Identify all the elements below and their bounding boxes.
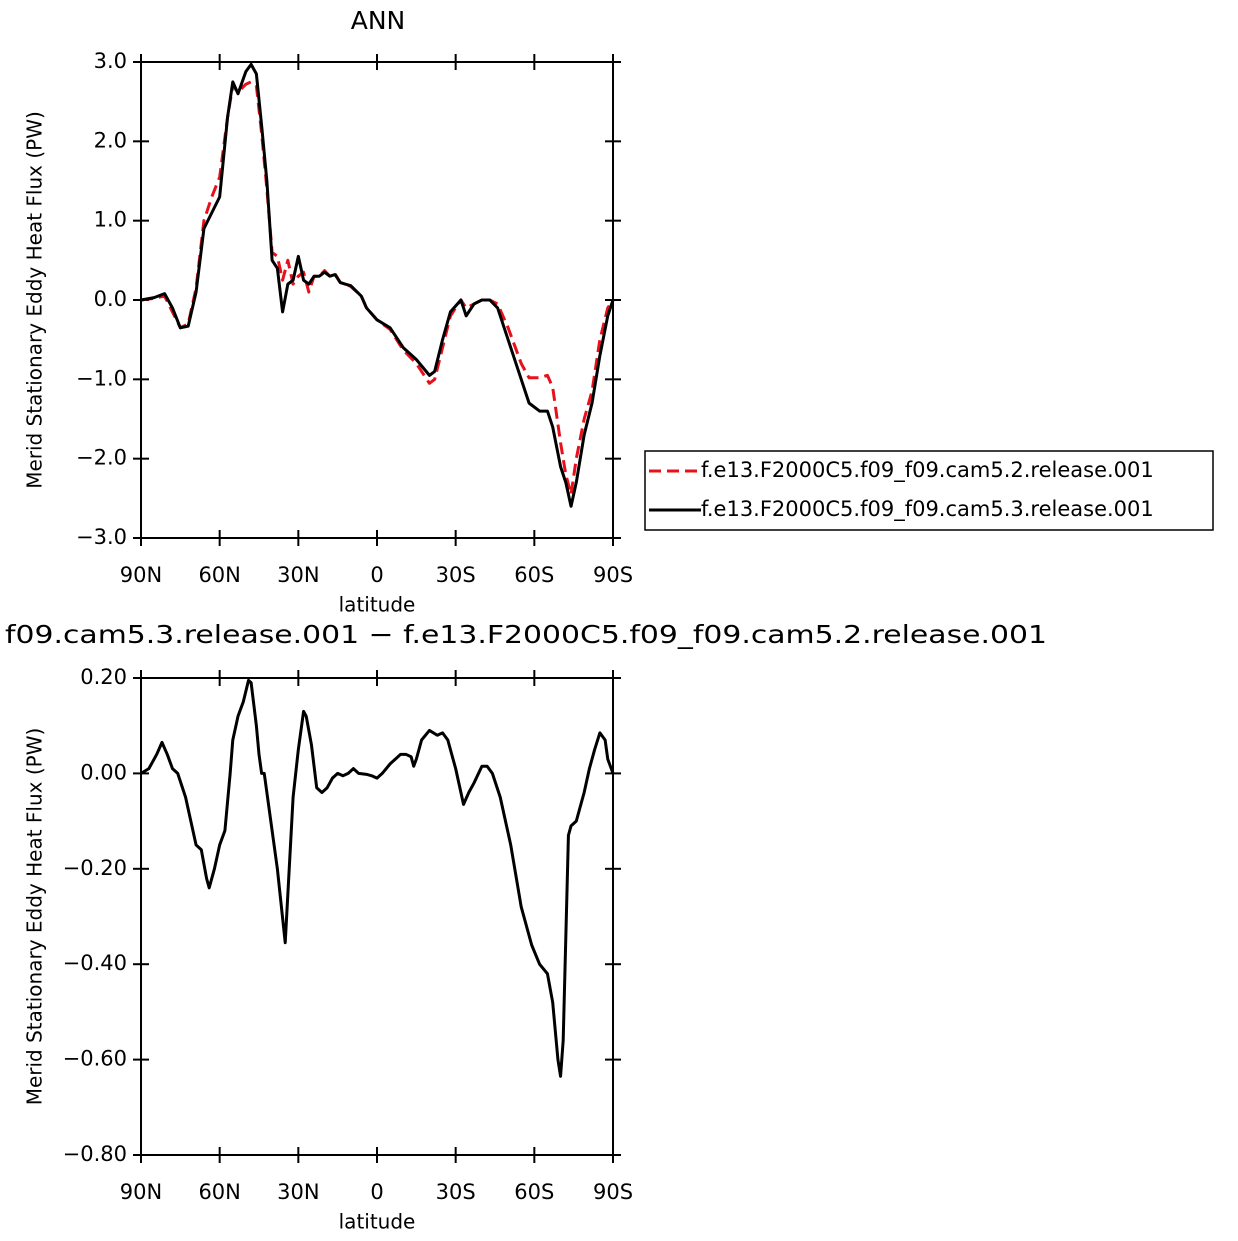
y-tick-label: −2.0 bbox=[76, 446, 127, 470]
x-tick-label: 90S bbox=[593, 563, 633, 587]
y-tick-label: −0.60 bbox=[63, 1047, 127, 1071]
chart-title: ANN bbox=[351, 6, 406, 35]
y-tick-label: −0.20 bbox=[63, 856, 127, 880]
legend-label: f.e13.F2000C5.f09_f09.cam5.2.release.001 bbox=[701, 458, 1154, 483]
y-tick-label: −0.80 bbox=[63, 1142, 127, 1166]
y-tick-label: 0.0 bbox=[94, 287, 127, 311]
legend-label: f.e13.F2000C5.f09_f09.cam5.3.release.001 bbox=[701, 497, 1154, 522]
x-tick-label: 30N bbox=[277, 563, 319, 587]
x-tick-label: 30S bbox=[436, 1180, 476, 1204]
x-tick-label: 30S bbox=[436, 563, 476, 587]
data-line bbox=[140, 678, 615, 1078]
x-tick-label: 60S bbox=[514, 1180, 554, 1204]
x-tick-label: 60S bbox=[514, 563, 554, 587]
y-tick-label: −1.0 bbox=[76, 366, 127, 390]
y-tick-label: −0.40 bbox=[63, 951, 127, 975]
x-axis-label: latitude bbox=[339, 1210, 416, 1234]
x-tick-label: 90N bbox=[120, 1180, 162, 1204]
x-tick-label: 60N bbox=[198, 1180, 240, 1204]
x-tick-label: 90N bbox=[120, 563, 162, 587]
y-tick-label: 0.00 bbox=[80, 760, 127, 784]
x-tick-label: 0 bbox=[370, 563, 383, 587]
y-tick-label: 0.20 bbox=[80, 665, 127, 689]
y-tick-label: −3.0 bbox=[76, 525, 127, 549]
x-tick-label: 30N bbox=[277, 1180, 319, 1204]
data-line bbox=[140, 62, 615, 508]
plot-frame bbox=[140, 61, 614, 539]
chart-title: f09.cam5.3.release.001 − f.e13.F2000C5.f… bbox=[5, 620, 1047, 649]
x-tick-label: 0 bbox=[370, 1180, 383, 1204]
y-axis-label: Merid Stationary Eddy Heat Flux (PW) bbox=[23, 111, 47, 489]
legend-box bbox=[644, 450, 1214, 531]
y-tick-label: 1.0 bbox=[94, 208, 127, 232]
x-tick-label: 90S bbox=[593, 1180, 633, 1204]
data-line bbox=[140, 80, 615, 496]
y-tick-label: 2.0 bbox=[94, 128, 127, 152]
x-axis-label: latitude bbox=[339, 593, 416, 617]
y-axis-label: Merid Stationary Eddy Heat Flux (PW) bbox=[23, 728, 47, 1106]
x-tick-label: 60N bbox=[198, 563, 240, 587]
plot-frame bbox=[140, 677, 614, 1156]
y-tick-label: 3.0 bbox=[94, 49, 127, 73]
